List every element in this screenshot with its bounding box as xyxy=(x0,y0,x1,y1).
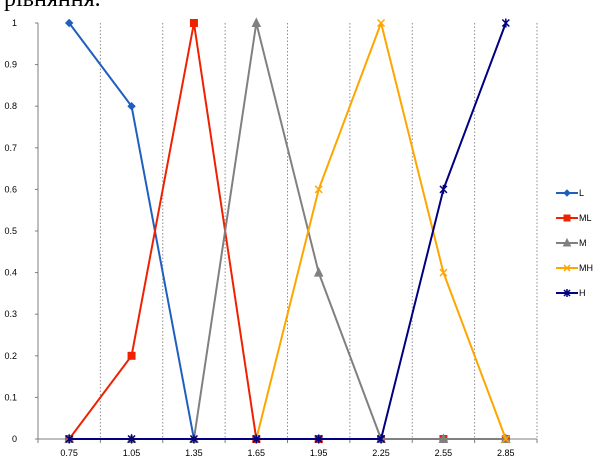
y-tick-label: 0.5 xyxy=(4,226,17,236)
data-point-h xyxy=(314,434,323,444)
data-point-h xyxy=(501,18,510,28)
legend-item-m: M xyxy=(556,237,587,248)
legend-item-h: H xyxy=(556,288,586,298)
data-point-l xyxy=(64,18,74,28)
x-tick-label: 1.65 xyxy=(248,448,266,458)
data-point-ml xyxy=(189,19,198,27)
legend: L ML M MH H xyxy=(556,188,593,298)
x-tick-label: 2.55 xyxy=(435,448,453,458)
x-tick-label: 1.95 xyxy=(310,448,328,458)
x-tick-label: 0.75 xyxy=(60,448,78,458)
data-point-h xyxy=(189,434,198,444)
data-point-mh xyxy=(501,434,510,444)
y-tick-label: 0.3 xyxy=(4,309,17,319)
legend-item-l: L xyxy=(556,188,584,198)
data-point-l xyxy=(127,101,136,111)
series-line xyxy=(69,22,507,440)
legend-label: L xyxy=(579,188,584,198)
data-point-h xyxy=(65,434,74,444)
legend-label: H xyxy=(579,288,586,298)
data-point-m xyxy=(251,17,262,27)
data-point-mh xyxy=(439,268,448,277)
y-tick-label: 0 xyxy=(12,434,17,444)
legend-item-mh: MH xyxy=(556,263,593,273)
y-tick-label: 0.6 xyxy=(4,184,17,194)
y-tick-label: 0.1 xyxy=(4,392,17,402)
header-text-fragment: рівняння. xyxy=(4,0,101,13)
legend-label: ML xyxy=(579,213,592,223)
series-h xyxy=(65,18,510,444)
x-tick-label: 1.05 xyxy=(123,448,141,458)
y-tick-label: 1 xyxy=(12,18,17,28)
legend-marker xyxy=(563,189,571,197)
data-point-h xyxy=(377,434,386,444)
legend-marker xyxy=(563,264,571,272)
legend-label: MH xyxy=(579,263,593,273)
legend-marker xyxy=(562,237,572,247)
series-layer xyxy=(64,17,511,444)
data-point-mh xyxy=(314,185,323,194)
legend-marker xyxy=(563,289,571,297)
x-tick-label: 2.25 xyxy=(372,448,390,458)
data-point-m xyxy=(313,266,324,277)
data-point-h xyxy=(127,434,136,444)
y-tick-label: 0.4 xyxy=(4,268,17,278)
data-point-h xyxy=(439,184,448,194)
data-point-m xyxy=(438,433,449,443)
y-tick-label: 0.9 xyxy=(4,60,17,70)
y-tick-label: 0.7 xyxy=(4,143,17,153)
data-point-mh xyxy=(377,18,386,28)
data-point-ml xyxy=(127,351,136,360)
data-point-h xyxy=(252,434,261,444)
legend-label: M xyxy=(579,238,587,248)
legend-marker xyxy=(563,214,571,222)
x-tick-label: 2.85 xyxy=(497,448,515,458)
x-tick-label: 1.35 xyxy=(185,448,203,458)
y-tick-label: 0.8 xyxy=(4,101,17,111)
grid-lines xyxy=(99,23,538,439)
legend-item-ml: ML xyxy=(556,213,592,223)
y-tick-label: 0.2 xyxy=(4,351,17,361)
